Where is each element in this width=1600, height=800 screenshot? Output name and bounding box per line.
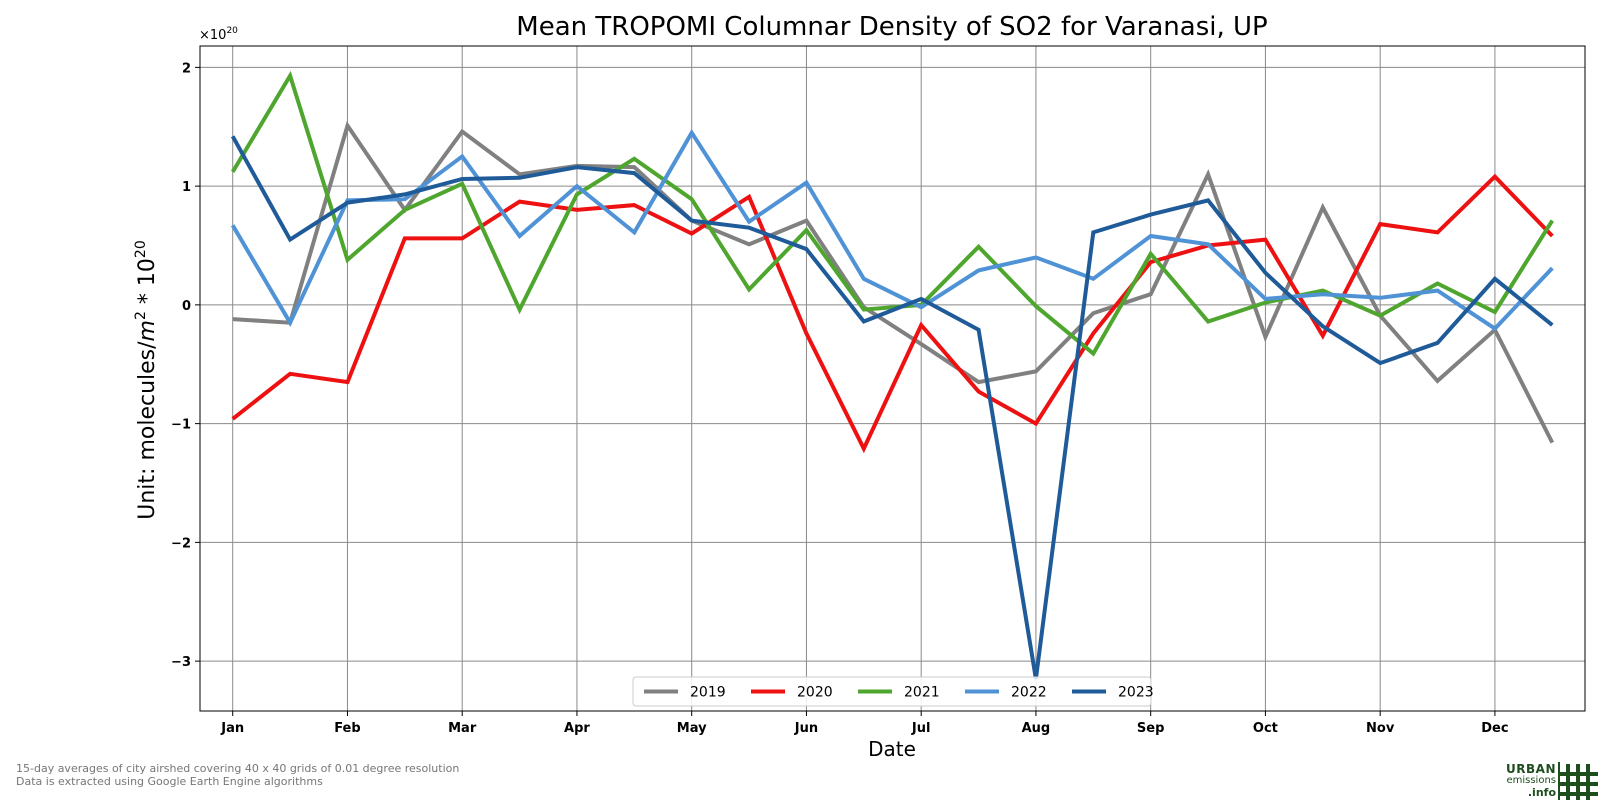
y-axis-label-m-sup: 2 xyxy=(133,311,149,320)
legend-label-2021: 2021 xyxy=(904,685,940,701)
y-axis-label-mid: * 10 xyxy=(135,258,160,311)
axis-ticks: Jan Feb Mar Apr May Jun Jul Aug Sep Oct Nov Dec 2 1 0 −… xyxy=(171,61,1509,736)
y-offset-base: ×10 xyxy=(199,28,226,43)
urban-emissions-logo: URBAN emissions .info xyxy=(1498,762,1598,800)
series-line-2020 xyxy=(231,173,1554,454)
y-tick-label: −3 xyxy=(171,655,191,670)
x-tick-label: Mar xyxy=(448,721,477,736)
x-tick-label: Nov xyxy=(1366,721,1395,736)
footnote-2: Data is extracted using Google Earth Eng… xyxy=(16,775,323,788)
legend-label-2020: 2020 xyxy=(797,685,833,701)
logo-line-3: .info xyxy=(1527,786,1556,799)
y-tick-label: 1 xyxy=(182,180,191,195)
y-offset-text: ×1020 xyxy=(199,26,238,43)
legend: 2019 2020 2021 2022 2023 xyxy=(632,676,1154,707)
x-tick-label: Dec xyxy=(1481,721,1508,736)
y-tick-label: 2 xyxy=(182,61,191,76)
logo-line-1: URBAN xyxy=(1506,762,1556,776)
y-offset-exp: 20 xyxy=(226,26,238,36)
plot-frame xyxy=(199,45,1586,712)
y-tick-label: −1 xyxy=(171,418,191,433)
x-tick-label: Aug xyxy=(1022,721,1051,736)
chart-title: Mean TROPOMI Columnar Density of SO2 for… xyxy=(516,12,1267,42)
y-tick-label: −2 xyxy=(171,536,191,551)
y-axis-label-sup: 20 xyxy=(133,240,149,258)
series-line-2019 xyxy=(232,120,1555,444)
grid xyxy=(200,46,1585,711)
legend-label-2019: 2019 xyxy=(690,685,726,701)
x-tick-label: Oct xyxy=(1253,721,1278,736)
x-tick-label: Jan xyxy=(220,721,244,736)
series-line-2023 xyxy=(230,135,1554,680)
footnote-1: 15-day averages of city airshed covering… xyxy=(16,762,460,775)
x-tick-label: Jul xyxy=(911,721,931,736)
y-axis-label: Unit: molecules/m2 * 1020 xyxy=(133,240,160,519)
x-tick-label: May xyxy=(677,721,707,736)
y-axis-label-m: m xyxy=(135,320,160,341)
logo-line-2: emissions xyxy=(1506,775,1556,786)
x-tick-label: Apr xyxy=(564,721,590,736)
x-axis-label: Date xyxy=(868,737,916,761)
legend-label-2022: 2022 xyxy=(1011,685,1047,701)
x-tick-label: Feb xyxy=(334,721,360,736)
y-tick-label: 0 xyxy=(182,299,191,314)
series-line-2022 xyxy=(230,128,1554,332)
x-tick-label: Jun xyxy=(794,721,818,736)
legend-label-2023: 2023 xyxy=(1118,685,1154,701)
x-tick-label: Sep xyxy=(1137,721,1165,736)
y-axis-label-base: Unit: molecules/ xyxy=(135,341,160,520)
logo-grid-icon xyxy=(1558,762,1598,800)
series-lines xyxy=(230,70,1555,680)
